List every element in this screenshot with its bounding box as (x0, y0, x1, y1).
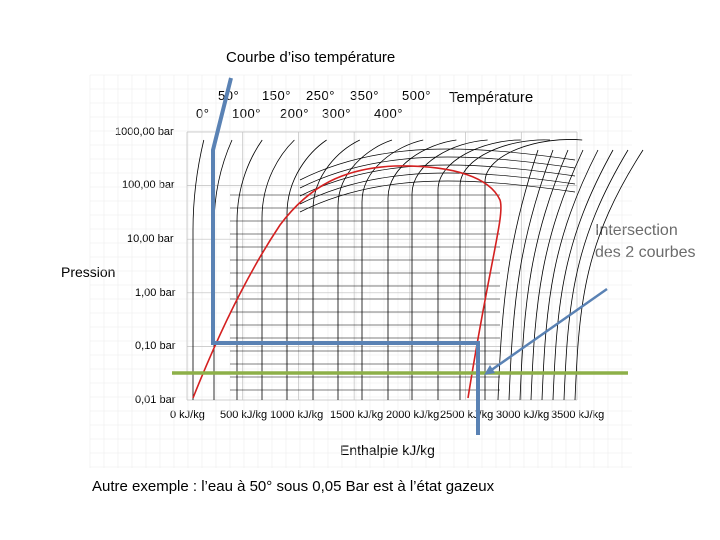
isotherm-line (213, 139, 233, 400)
temp-label-150: 150° (262, 88, 291, 103)
isotherm-line (299, 164, 576, 197)
isotherm-line (411, 139, 488, 400)
background-grid (89, 74, 632, 468)
highlight-path (211, 77, 480, 435)
pression-label: Pression (61, 264, 116, 280)
isotherm-line (236, 139, 263, 400)
isotherm-line (552, 149, 614, 401)
isotherm-line (299, 172, 576, 205)
enthalpy-label: Enthalpie kJ/kg (340, 442, 435, 458)
arrow-head-icon (484, 365, 495, 375)
isotherm-line (261, 139, 295, 400)
isotherm-line (192, 139, 205, 400)
x-tick-1000: 1000 kJ/kg (270, 409, 324, 421)
isotherm-line (286, 139, 327, 400)
slide-title: Courbe d’iso température (226, 49, 396, 66)
isotherm-line (541, 149, 599, 401)
temp-label-500: 500° (402, 88, 431, 103)
temp-label-250: 250° (306, 88, 335, 103)
x-tick-3000: 3000 kJ/kg (496, 409, 550, 421)
isotherm-line (337, 139, 393, 400)
y-tick-1000: 1000,00 bar (115, 126, 174, 138)
y-tick-100: 100,00 bar (122, 179, 175, 191)
isotherm-line (437, 139, 521, 400)
isotherm-curves (192, 139, 644, 401)
isotherm-line (299, 180, 576, 213)
isotherm-line (563, 149, 629, 401)
isotherm-line (299, 156, 576, 189)
isotherm-line (459, 139, 551, 400)
temperature-label: Température (449, 89, 534, 106)
isotherm-line (508, 149, 554, 401)
y-tick-1: 1,00 bar (135, 287, 176, 299)
isotherm-line (519, 149, 569, 401)
y-tick-0-1: 0,10 bar (135, 340, 176, 352)
intersection-label-line1: Intersection (595, 222, 678, 239)
isotherm-line (484, 139, 583, 400)
temp-label-350: 350° (350, 88, 379, 103)
x-tick-500: 500 kJ/kg (220, 409, 268, 421)
y-tick-10: 10,00 bar (127, 233, 174, 245)
x-tick-3500: 3500 kJ/kg (551, 409, 605, 421)
isotherm-line (574, 149, 644, 401)
intersection-arrow (489, 287, 608, 373)
x-tick-0: 0 kJ/kg (170, 409, 205, 421)
caption: Autre exemple : l’eau à 50° sous 0,05 Ba… (92, 478, 495, 495)
isotherm-line (361, 139, 424, 400)
isotherm-line (299, 148, 576, 181)
saturation-curve (192, 165, 502, 399)
